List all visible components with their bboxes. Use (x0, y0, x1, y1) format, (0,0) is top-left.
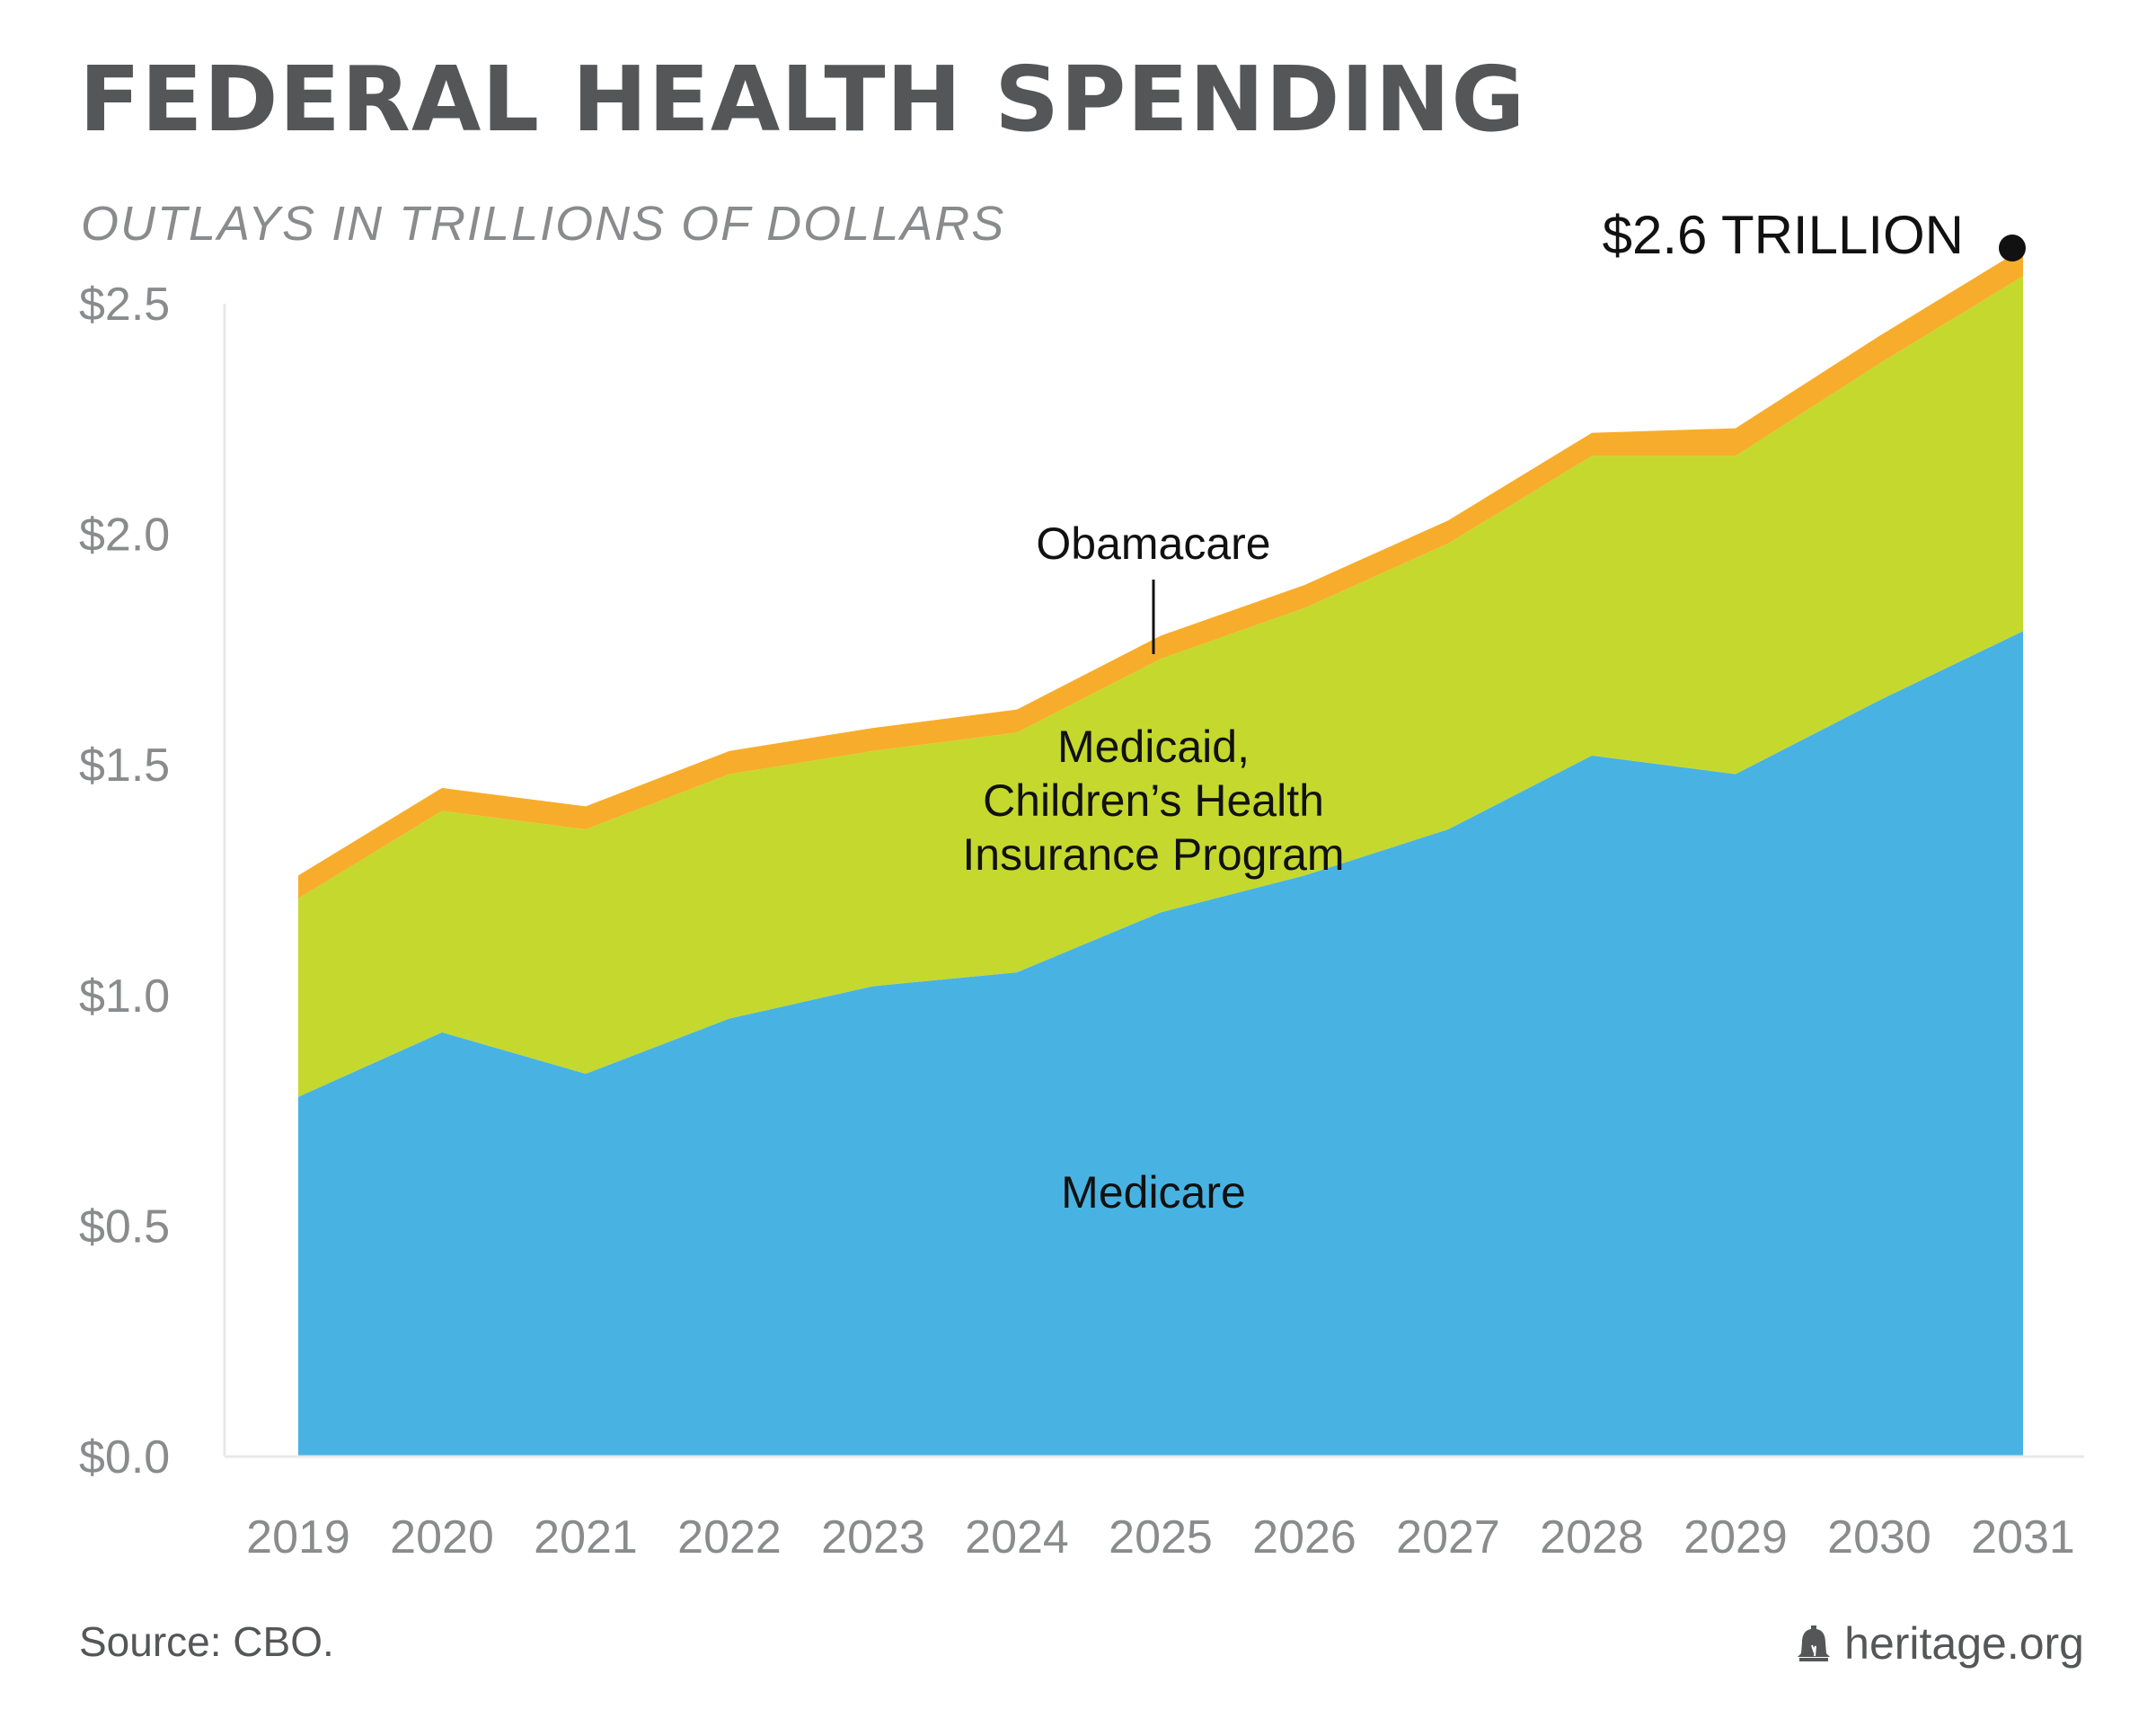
total-callout-dot (1999, 235, 2026, 261)
obamacare-label: Obamacare (1036, 518, 1270, 569)
x-tick-label: 2025 (1109, 1511, 1213, 1563)
x-tick-label: 2031 (1971, 1511, 2075, 1563)
brand-text: heritage.org (1844, 1618, 2084, 1669)
x-tick-label: 2022 (677, 1511, 782, 1563)
x-tick-label: 2026 (1252, 1511, 1356, 1563)
x-tick-label: 2030 (1827, 1511, 1931, 1563)
total-callout: $2.6 TRILLION (1603, 205, 1964, 265)
chart-title: FEDERAL HEALTH SPENDING (79, 47, 1526, 152)
x-tick-label: 2020 (390, 1511, 494, 1563)
x-tick-label: 2029 (1683, 1511, 1788, 1563)
brand[interactable]: heritage.org (1796, 1617, 2084, 1670)
y-tick-label: $1.5 (79, 740, 170, 792)
medicaid-label-line-3: Insurance Program (962, 829, 1344, 880)
x-tick-label: 2028 (1540, 1511, 1644, 1563)
medicaid-label-line-2: Children’s Health (983, 775, 1324, 826)
area-medicare (298, 631, 2023, 1457)
y-tick-label: $0.0 (79, 1431, 170, 1484)
x-tick-label: 2019 (246, 1511, 350, 1563)
x-tick-label: 2021 (534, 1511, 638, 1563)
x-tick-label: 2024 (965, 1511, 1069, 1563)
medicaid-label-line-1: Medicaid, (1057, 722, 1250, 772)
area-medicaid-chip (298, 276, 2023, 1097)
y-tick-label: $1.0 (79, 970, 170, 1023)
x-tick-label: 2027 (1396, 1511, 1500, 1563)
chart-subtitle: OUTLAYS IN TRILLIONS OF DOLLARS (81, 197, 1006, 251)
medicare-label: Medicare (1061, 1167, 1246, 1218)
y-tick-label: $0.5 (79, 1200, 170, 1253)
x-tick-label: 2023 (821, 1511, 925, 1563)
y-tick-label: $2.0 (79, 509, 170, 562)
source-note: Source: CBO. (79, 1618, 334, 1665)
y-tick-label: $2.5 (79, 279, 170, 331)
liberty-bell-icon (1798, 1625, 1831, 1661)
